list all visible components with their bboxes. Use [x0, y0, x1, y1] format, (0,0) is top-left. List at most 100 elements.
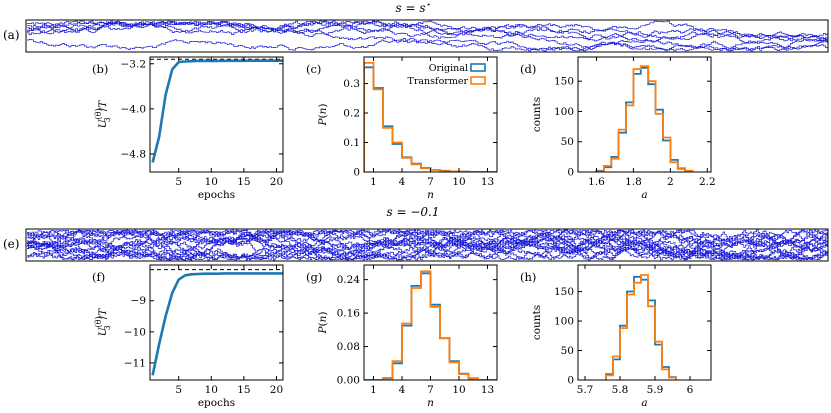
- y-tick-label: 50: [561, 345, 574, 357]
- y-tick-label: 50: [561, 136, 574, 148]
- histogram-transformer: [605, 274, 677, 380]
- x-tick-label: 5.9: [647, 384, 664, 396]
- y-axis-label: U(θ)3/T: [94, 100, 112, 129]
- y-tick-label: 0.2: [343, 108, 360, 120]
- y-tick-label: 100: [554, 106, 574, 118]
- x-tick-label: 5.8: [612, 384, 629, 396]
- trajectory-path: [27, 229, 828, 261]
- x-tick-label: 5: [175, 384, 182, 396]
- y-tick-label: 0.3: [343, 78, 360, 90]
- panel-label: (c): [306, 62, 321, 76]
- axes-frame: [149, 264, 284, 381]
- trajectory-paths-e: [27, 229, 828, 261]
- trajectory-path: [27, 229, 828, 258]
- trajectory-paths-a: [27, 20, 828, 52]
- training-curve: [151, 59, 283, 163]
- section-e-title: s = −0.1: [387, 205, 440, 219]
- panel-h: 5.7 5.8 5.9 6 0 50 100 150 (h) a counts: [520, 264, 712, 409]
- trajectory-path: [27, 20, 828, 42]
- axes-frame: [577, 56, 712, 173]
- x-tick-label: 5: [175, 176, 182, 188]
- plot-area-h: [605, 274, 677, 380]
- trajectory-path: [27, 20, 828, 48]
- panel-g: 1 4 7 10 13 0.00 0.08 0.16 0.24 (g) n P(n): [306, 264, 498, 409]
- x-tick-label: 20: [270, 384, 283, 396]
- y-tick-label: 0: [353, 167, 360, 179]
- x-tick-label: 10: [452, 176, 465, 188]
- histogram-transformer: [364, 270, 497, 380]
- x-tick-label: 1.8: [625, 176, 642, 188]
- x-tick-label: 13: [481, 384, 494, 396]
- x-tick-label: 1: [370, 384, 377, 396]
- panel-label: (h): [520, 270, 536, 284]
- panel-b: 5 10 15 20 −3.2 −4.0 −4.8 (b) epochs U(θ)3/T: [92, 56, 284, 201]
- section-a-label: (a): [3, 28, 20, 42]
- y-tick-label: 0.08: [337, 341, 360, 353]
- x-axis-label: n: [427, 189, 434, 201]
- y-axis-label: P(n): [317, 103, 329, 126]
- y-tick-label: 150: [554, 76, 574, 88]
- x-tick-label: 4: [399, 176, 406, 188]
- y-tick-label: 0.16: [337, 308, 361, 320]
- axes-frame: [577, 264, 712, 381]
- x-axis-label: n: [427, 397, 434, 409]
- x-tick-label: 13: [481, 176, 494, 188]
- section-e-label: (e): [3, 237, 19, 251]
- x-tick-label: 15: [237, 384, 250, 396]
- y-axis-label: U(θ)3/T: [94, 308, 112, 337]
- x-axis-label: a: [641, 397, 647, 409]
- legend-original-label: Original: [429, 63, 468, 74]
- y-tick-label: 0: [567, 375, 574, 387]
- x-tick-label: 2.2: [699, 176, 716, 188]
- x-tick-label: 1: [370, 176, 377, 188]
- x-tick-label: 6: [687, 384, 694, 396]
- plot-area-f: [150, 269, 283, 376]
- y-tick-label: −4.8: [121, 148, 147, 160]
- plot-area-b: [150, 58, 283, 163]
- y-tick-label: 0.24: [337, 274, 361, 286]
- trajectory-path: [27, 229, 828, 261]
- panel-label: (b): [92, 62, 108, 76]
- y-tick-label: −4.0: [121, 103, 147, 115]
- trajectory-path: [27, 20, 828, 43]
- y-tick-label: −9: [131, 295, 146, 307]
- panel-label: (d): [520, 62, 536, 76]
- trajectory-path: [27, 20, 828, 52]
- panel-c: 1 4 7 10 13 0 0.1 0.2 0.3 (c) n P(n) Original Transfo…: [306, 56, 498, 201]
- plot-area-d: [595, 65, 694, 172]
- x-tick-label: 1.6: [588, 176, 605, 188]
- x-tick-label: 5.7: [577, 384, 594, 396]
- x-tick-label: 10: [205, 384, 218, 396]
- section-a-title: s = s⋆: [395, 0, 430, 15]
- x-axis-label: epochs: [198, 397, 235, 409]
- legend-original-swatch: [470, 63, 486, 72]
- histogram-original: [595, 67, 694, 172]
- legend-transformer-label: Transformer: [408, 76, 469, 87]
- panel-label: (f): [92, 270, 105, 284]
- x-tick-label: 20: [270, 176, 283, 188]
- y-tick-label: 150: [554, 286, 574, 298]
- axes-frame: [363, 56, 498, 173]
- histogram-original: [605, 275, 677, 380]
- y-tick-label: −11: [124, 357, 146, 369]
- histogram-transformer: [595, 65, 694, 172]
- x-axis-label: epochs: [198, 189, 235, 201]
- y-tick-label: 100: [554, 316, 574, 328]
- y-tick-label: 0: [567, 167, 574, 179]
- y-tick-label: 0.1: [343, 137, 360, 149]
- x-tick-label: 7: [427, 384, 434, 396]
- y-tick-label: −10: [124, 326, 146, 338]
- y-axis-label: P(n): [317, 311, 329, 334]
- x-tick-label: 10: [205, 176, 218, 188]
- x-tick-label: 2: [667, 176, 674, 188]
- y-tick-label: −3.2: [121, 58, 147, 70]
- trajectory-path: [27, 229, 828, 261]
- x-tick-label: 10: [452, 384, 465, 396]
- x-tick-label: 4: [399, 384, 406, 396]
- panel-d: 1.6 1.8 2 2.2 0 50 100 150 (d) a counts: [520, 56, 716, 201]
- y-tick-label: 0.00: [337, 375, 360, 387]
- x-tick-label: 15: [237, 176, 250, 188]
- plot-area-g: [364, 270, 497, 380]
